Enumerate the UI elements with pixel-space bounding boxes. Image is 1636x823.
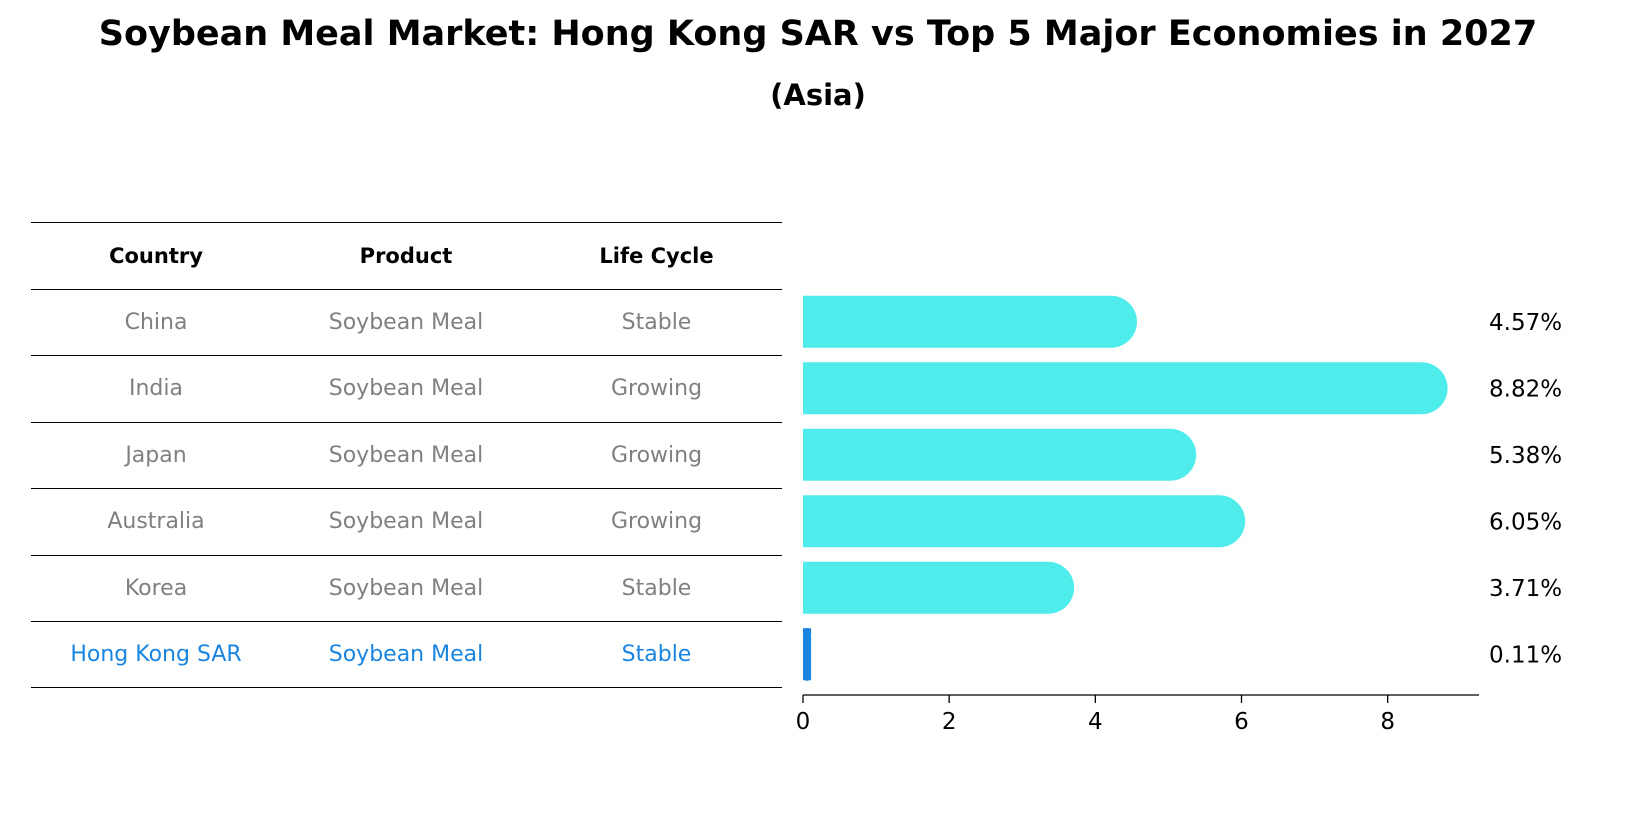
country-cell: China	[124, 309, 188, 335]
chart-title: Soybean Meal Market: Hong Kong SAR vs To…	[98, 14, 1538, 54]
bar-5-dot	[802, 657, 812, 667]
value-label-4: 3.71%	[1489, 576, 1562, 602]
country-cell: Australia	[107, 509, 205, 535]
chart-subtitle: (Asia)	[770, 78, 866, 112]
country-cell: Hong Kong SAR	[70, 641, 242, 667]
header-product: Product	[359, 243, 453, 268]
header-country: Country	[109, 243, 203, 268]
bar-2	[803, 428, 1197, 481]
x-tick-label-2: 4	[1088, 709, 1103, 735]
bar-1	[803, 362, 1448, 415]
table-row: China Soybean Meal Stable	[31, 288, 782, 356]
value-label-5: 0.11%	[1489, 642, 1562, 668]
table-row: India Soybean Meal Growing	[31, 355, 782, 422]
value-label-1: 8.82%	[1489, 376, 1562, 402]
header-life-cycle: Life Cycle	[599, 243, 714, 268]
bar-0	[803, 295, 1137, 348]
country-cell: Japan	[125, 442, 187, 468]
life-cycle-cell: Growing	[610, 376, 703, 402]
x-tick-label-4: 8	[1380, 709, 1395, 735]
product-cell: Soybean Meal	[328, 442, 484, 468]
product-cell: Soybean Meal	[328, 575, 484, 601]
product-cell: Soybean Meal	[328, 509, 484, 535]
bar-4	[803, 561, 1075, 614]
table-row: Australia Soybean Meal Growing	[31, 488, 782, 555]
country-cell: India	[129, 376, 183, 402]
product-cell: Soybean Meal	[328, 376, 484, 402]
bar-5-dot	[802, 642, 812, 652]
x-tick-label-0: 0	[796, 709, 811, 735]
bar-5-dot	[802, 635, 812, 644]
table-row: Japan Soybean Meal Growing	[31, 421, 782, 489]
x-tick-label-1: 2	[942, 709, 957, 735]
product-cell: Soybean Meal	[328, 309, 484, 335]
market-table: Country Product Life Cycle China Soybean…	[31, 222, 782, 688]
table-header-row: Country Product Life Cycle	[31, 222, 782, 289]
life-cycle-cell: Stable	[621, 641, 692, 667]
life-cycle-cell: Growing	[610, 509, 703, 535]
bar-5-dot	[802, 628, 812, 637]
life-cycle-cell: Stable	[621, 575, 692, 601]
life-cycle-cell: Growing	[610, 442, 703, 468]
product-cell: Soybean Meal	[328, 641, 484, 667]
bar-3	[803, 495, 1246, 548]
value-label-3: 6.05%	[1489, 509, 1562, 535]
bar-5-dot	[802, 650, 812, 659]
table-row: Korea Soybean Meal Stable	[31, 554, 782, 622]
life-cycle-cell: Stable	[621, 309, 692, 335]
bar-5-dot	[802, 672, 812, 681]
value-label-2: 5.38%	[1489, 443, 1562, 469]
x-tick-label-3: 6	[1234, 709, 1249, 735]
table-row-highlight: Hong Kong SAR Soybean Meal Stable	[31, 621, 782, 688]
country-cell: Korea	[124, 575, 188, 601]
value-label-0: 4.57%	[1489, 310, 1562, 336]
bar-5-dot	[802, 665, 812, 674]
